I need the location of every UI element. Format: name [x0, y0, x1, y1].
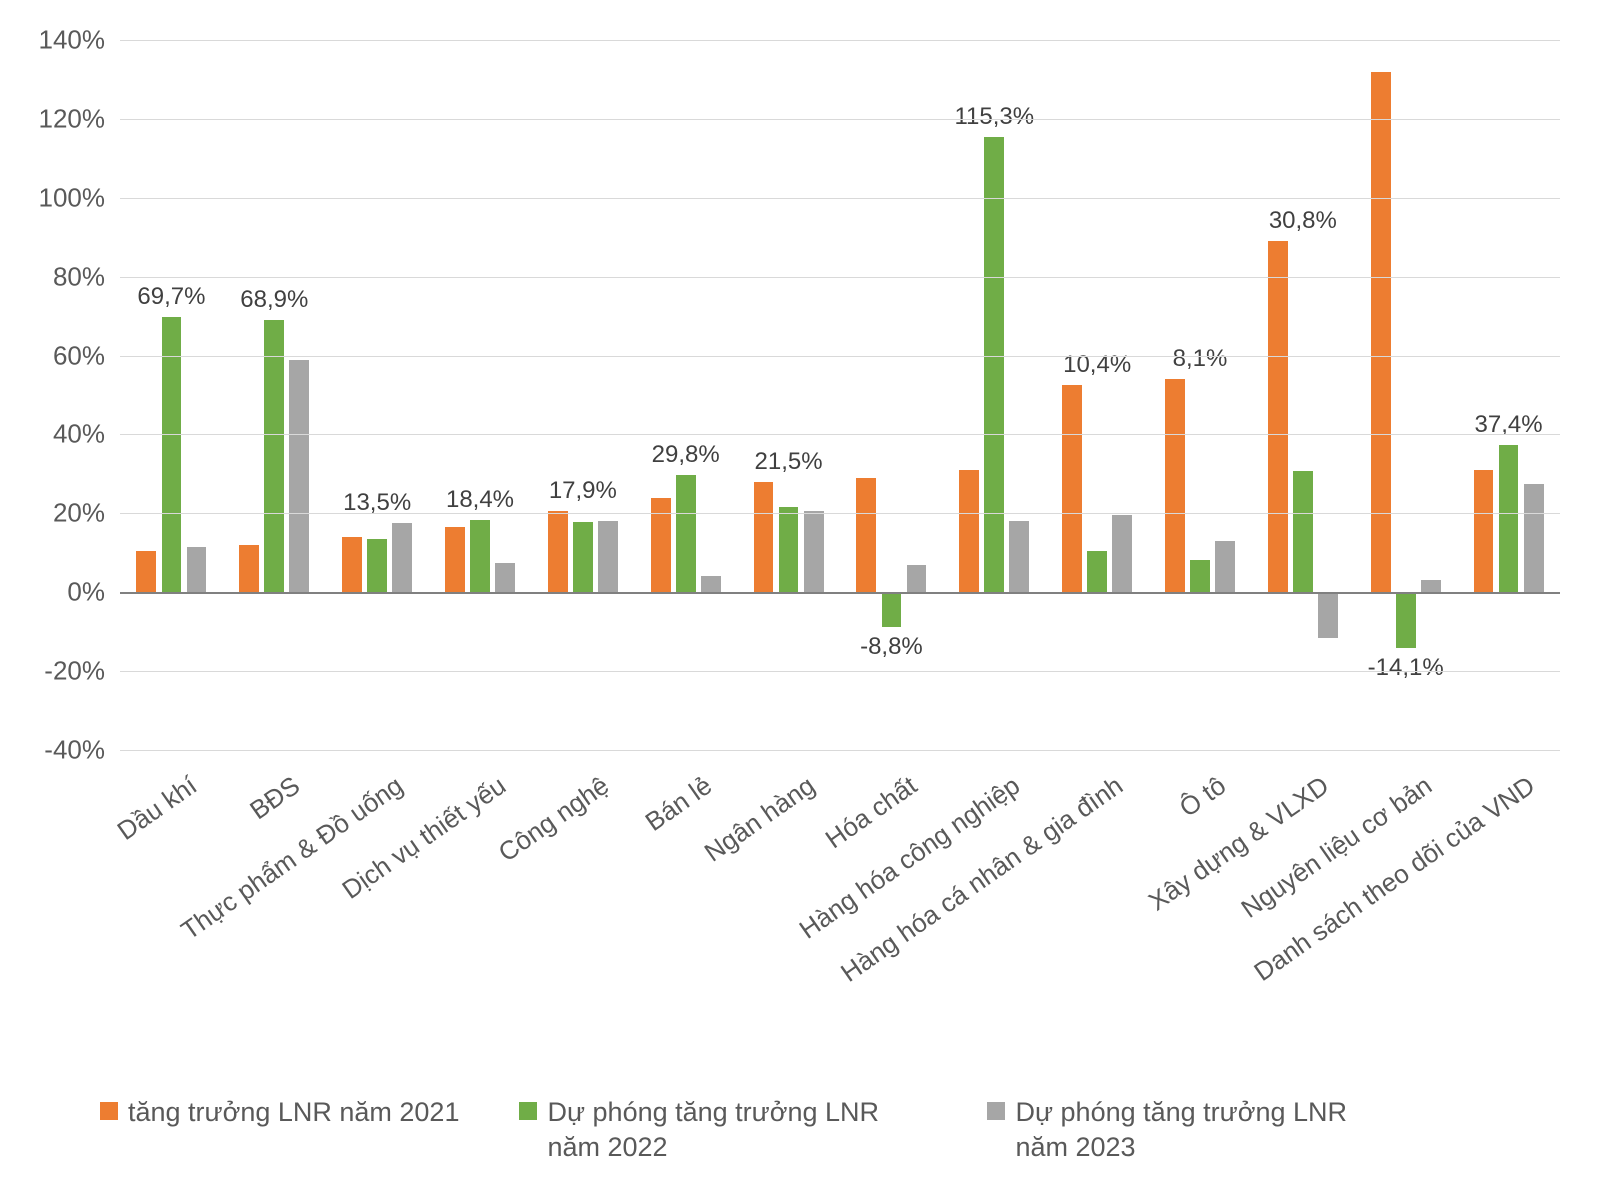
x-tick-label: Công nghệ	[493, 770, 615, 868]
data-label: -8,8%	[860, 633, 923, 661]
data-label: 8,1%	[1173, 345, 1228, 373]
bar	[445, 527, 465, 592]
bar	[959, 470, 979, 592]
bar	[754, 482, 774, 592]
x-tick-label: BĐS	[244, 770, 306, 826]
bar	[1190, 560, 1210, 592]
bar	[1421, 580, 1441, 592]
bar	[289, 360, 309, 593]
y-tick-label: 20%	[53, 498, 105, 529]
x-tick-label: Ô tô	[1174, 770, 1232, 824]
bar	[239, 545, 259, 592]
gridline	[120, 40, 1560, 41]
bar	[1268, 241, 1288, 592]
y-tick-label: 120%	[39, 103, 106, 134]
bar	[856, 478, 876, 592]
legend-item: tăng trưởng LNR năm 2021	[100, 1095, 459, 1130]
bar	[1318, 592, 1338, 637]
bar	[984, 137, 1004, 592]
data-label: 18,4%	[446, 486, 514, 514]
gridline	[120, 277, 1560, 278]
data-label: 21,5%	[755, 448, 823, 476]
y-tick-label: -20%	[44, 656, 105, 687]
gridline	[120, 671, 1560, 672]
x-tick-label: Bán lẻ	[639, 770, 717, 838]
gridline	[120, 356, 1560, 357]
data-label: -14,1%	[1368, 654, 1444, 682]
bar	[882, 592, 902, 627]
bar	[495, 563, 515, 593]
bar	[1087, 551, 1107, 592]
y-tick-label: 60%	[53, 340, 105, 371]
gridline	[120, 750, 1560, 751]
growth-bar-chart: -40% -20% 0% 20% 40% 60% 80% 100% 120% 140% 69,7%…	[20, 20, 1580, 1165]
data-label: 17,9%	[549, 477, 617, 505]
bar	[1009, 521, 1029, 592]
legend-swatch	[987, 1102, 1005, 1120]
bar	[1112, 515, 1132, 592]
bar	[162, 317, 182, 592]
legend-label: tăng trưởng LNR năm 2021	[128, 1095, 459, 1130]
data-label: 29,8%	[652, 441, 720, 469]
bar	[342, 537, 362, 592]
bar	[1524, 484, 1544, 592]
bar	[1062, 385, 1082, 592]
legend-item: Dự phóng tăng trưởng LNR năm 2023	[987, 1095, 1395, 1165]
gridline	[120, 198, 1560, 199]
bar	[804, 511, 824, 592]
y-tick-label: -40%	[44, 735, 105, 766]
y-tick-label: 40%	[53, 419, 105, 450]
bar	[264, 320, 284, 592]
y-tick-label: 100%	[39, 182, 106, 213]
legend-label: Dự phóng tăng trưởng LNR năm 2022	[547, 1095, 927, 1165]
y-tick-label: 80%	[53, 261, 105, 292]
legend-swatch	[100, 1102, 118, 1120]
bar	[701, 576, 721, 592]
data-label: 115,3%	[954, 103, 1034, 131]
bar	[676, 475, 696, 593]
gridline	[120, 513, 1560, 514]
bar	[367, 539, 387, 592]
zero-gridline	[120, 592, 1560, 594]
x-axis-labels: Dầu khíBĐSThực phẩm & Đồ uốngDịch vụ thi…	[120, 760, 1560, 1040]
data-label: 69,7%	[137, 283, 205, 311]
x-tick-label: Ngân hàng	[698, 770, 820, 868]
bars-layer: 69,7%68,9%13,5%18,4%17,9%29,8%21,5%-8,8%…	[120, 40, 1560, 750]
bar	[548, 511, 568, 592]
data-label: 68,9%	[240, 286, 308, 314]
bar	[187, 547, 207, 592]
bar	[598, 521, 618, 592]
bar	[573, 522, 593, 593]
legend: tăng trưởng LNR năm 2021 Dự phóng tăng tr…	[100, 1095, 1560, 1165]
bar	[470, 520, 490, 593]
legend-label: Dự phóng tăng trưởng LNR năm 2023	[1015, 1095, 1395, 1165]
bar	[907, 565, 927, 593]
bar	[779, 507, 799, 592]
y-tick-label: 140%	[39, 25, 106, 56]
bar	[1396, 592, 1416, 648]
plot-area: 69,7%68,9%13,5%18,4%17,9%29,8%21,5%-8,8%…	[120, 40, 1560, 750]
bar	[1215, 541, 1235, 592]
bar	[1499, 445, 1519, 593]
bar	[136, 551, 156, 592]
bar	[1165, 379, 1185, 592]
x-tick-label: Xây dựng & VLXD	[1143, 770, 1335, 917]
y-axis: -40%-20%0%20%40%60%80%100%120%140%	[20, 40, 115, 750]
gridline	[120, 119, 1560, 120]
data-label: 30,8%	[1269, 207, 1337, 235]
bar	[1474, 470, 1494, 592]
y-tick-label: 0%	[67, 577, 105, 608]
legend-item: Dự phóng tăng trưởng LNR năm 2022	[519, 1095, 927, 1165]
gridline	[120, 434, 1560, 435]
bar	[651, 498, 671, 593]
bar	[392, 523, 412, 592]
legend-swatch	[519, 1102, 537, 1120]
bar	[1293, 471, 1313, 592]
x-tick-label: Dầu khí	[112, 770, 203, 847]
